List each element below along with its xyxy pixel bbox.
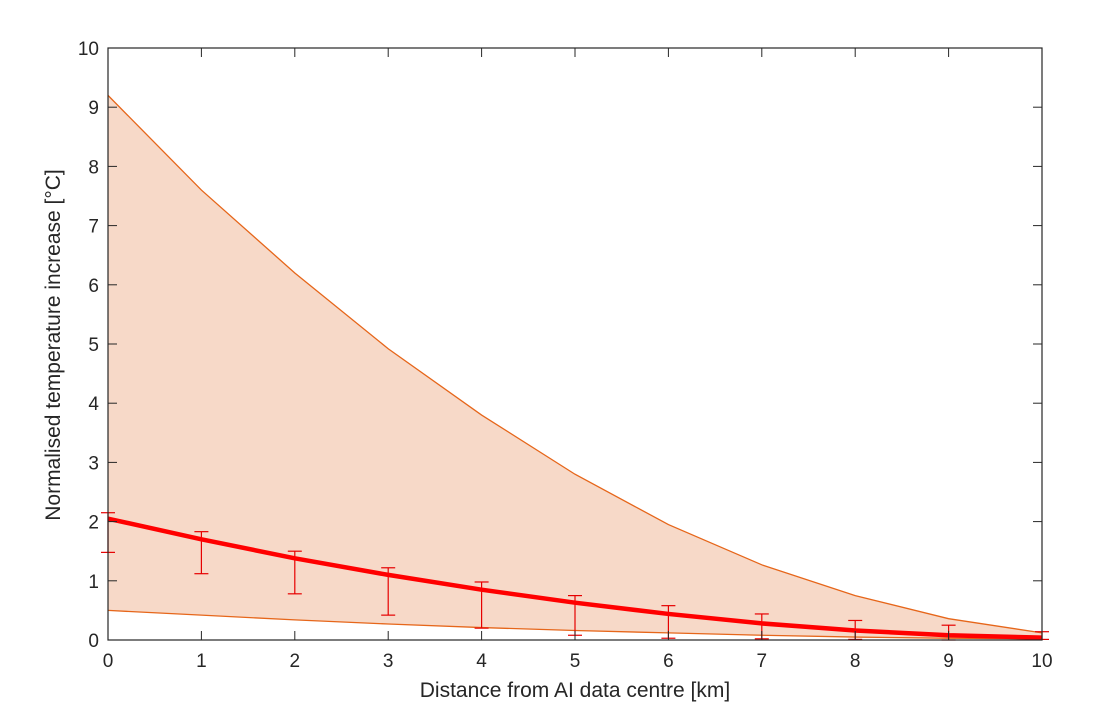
mean-curve xyxy=(107,516,1043,640)
x-tick-label: 1 xyxy=(196,651,207,672)
y-tick-label: 4 xyxy=(88,394,99,415)
x-tick-label: 0 xyxy=(103,651,114,672)
y-tick-label: 0 xyxy=(88,631,99,652)
series-line xyxy=(107,516,1043,640)
y-tick-label: 9 xyxy=(88,98,99,119)
x-tick-label: 10 xyxy=(1031,651,1052,672)
x-tick-label: 3 xyxy=(383,651,394,672)
y-tick-label: 7 xyxy=(88,217,99,238)
x-tick-label: 5 xyxy=(570,651,581,672)
band-fill xyxy=(108,95,1042,639)
band-upper-edge xyxy=(107,94,1043,634)
x-tick-label: 8 xyxy=(850,651,861,672)
axes: 0 1 2 3 4 5 6 7 8 9 10 0 1 2 3 4 5 6 7 8 9 10 xyxy=(78,39,1053,672)
y-axis-label: Normalised temperature increase [°C] xyxy=(42,169,65,521)
x-tick-label: 6 xyxy=(663,651,674,672)
y-tick-label: 3 xyxy=(88,453,99,474)
x-tick-label: 2 xyxy=(290,651,301,672)
y-tick-label: 8 xyxy=(88,157,99,178)
y-tick-label: 2 xyxy=(88,513,99,534)
x-tick-label: 9 xyxy=(943,651,954,672)
x-tick-label: 7 xyxy=(757,651,768,672)
y-tick-label: 6 xyxy=(88,276,99,297)
y-tick-label: 5 xyxy=(88,335,99,356)
x-tick-label: 4 xyxy=(476,651,487,672)
y-tick-label: 1 xyxy=(88,572,99,593)
y-tick-label: 10 xyxy=(78,39,99,60)
x-axis-label: Distance from AI data centre [km] xyxy=(420,679,730,702)
confidence-band xyxy=(107,94,1043,640)
